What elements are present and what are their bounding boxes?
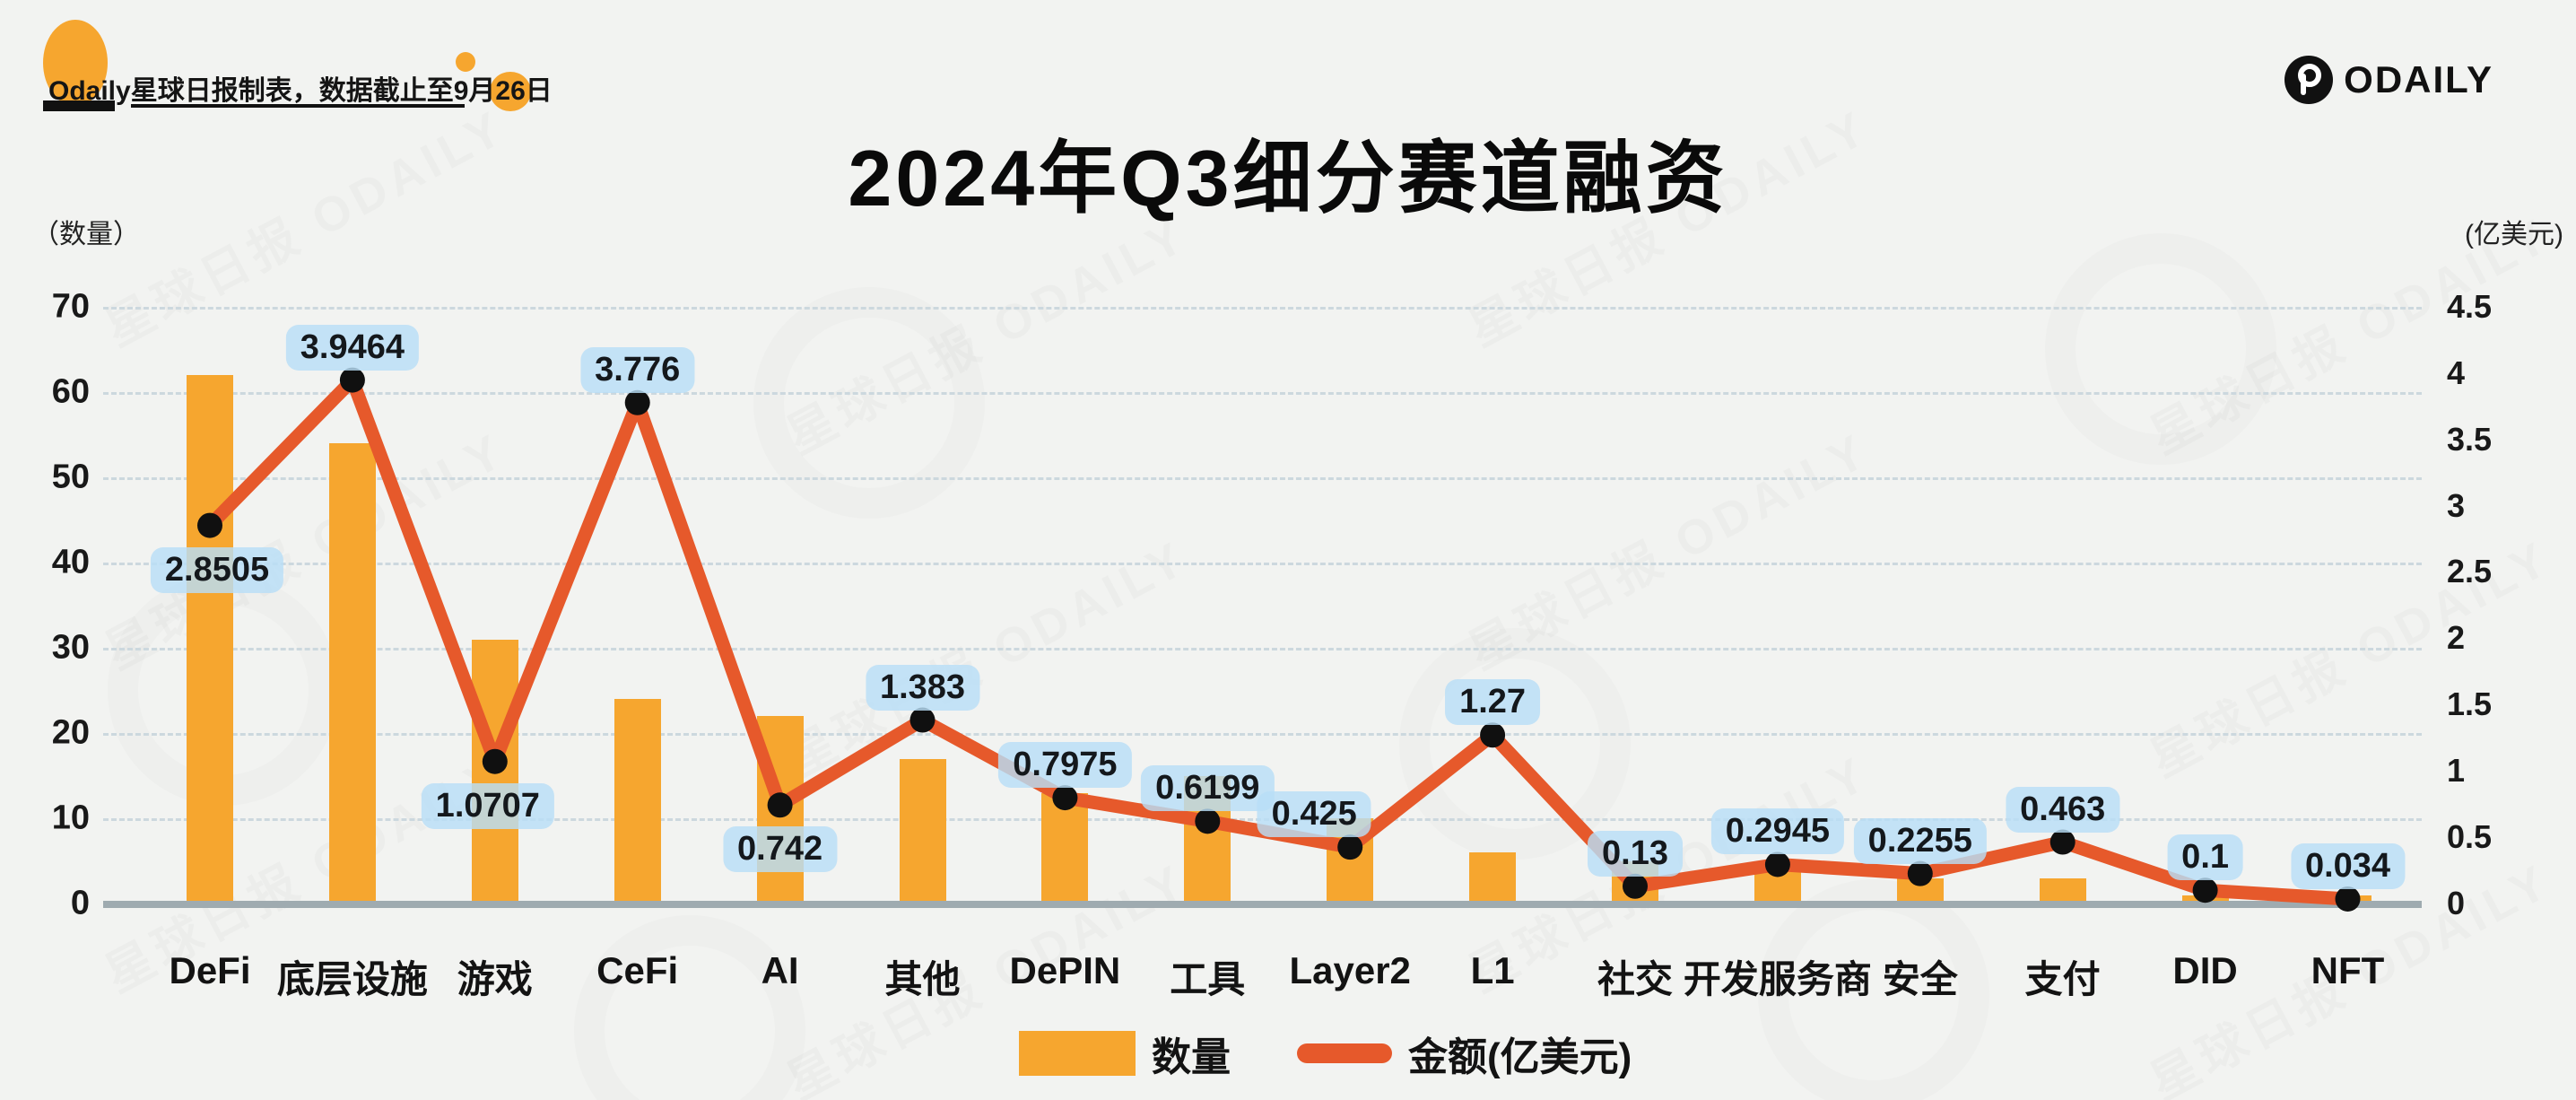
- value-label-支付: 0.463: [2006, 786, 2120, 833]
- bar-底层设施: [328, 443, 376, 904]
- header-thick-underline: [43, 100, 115, 111]
- category-label-工具: 工具: [1170, 958, 1246, 1000]
- bar-游戏: [471, 639, 518, 904]
- category-label-NFT: NFT: [2311, 949, 2385, 991]
- odaily-logo-icon: [2284, 56, 2334, 104]
- bar-安全: [1896, 877, 1944, 904]
- x-axis-line: [103, 901, 2422, 908]
- left-axis-tick: 20: [51, 713, 90, 752]
- value-label-开发服务商: 0.2945: [1710, 808, 1845, 855]
- category-label-支付: 支付: [2024, 958, 2101, 1000]
- value-label-社交: 0.13: [1588, 830, 1683, 877]
- legend-bar-label: 数量: [1152, 1035, 1231, 1079]
- category-label-DePIN: DePIN: [1009, 949, 1121, 991]
- category-label-其他: 其他: [884, 958, 961, 1000]
- right-axis-tick: 3: [2447, 486, 2466, 524]
- right-axis-tick: 0: [2447, 885, 2466, 921]
- header-thin-underline: [131, 104, 465, 108]
- value-label-游戏: 1.0707: [421, 782, 554, 829]
- left-axis-tick: 40: [51, 543, 90, 581]
- header-highlight-ellipse: [43, 20, 108, 106]
- legend-bar-swatch: [1019, 1031, 1136, 1076]
- right-axis-unit-label: (亿美元): [2465, 220, 2563, 249]
- odaily-logo: ODAILY: [2284, 56, 2493, 104]
- date-highlight: 26: [490, 72, 532, 111]
- value-label-工具: 0.6199: [1141, 765, 1275, 812]
- value-label-NFT: 0.034: [2290, 842, 2406, 889]
- category-label-社交: 社交: [1597, 958, 1674, 1000]
- bar-DeFi: [187, 375, 233, 904]
- category-label-开发服务商: 开发服务商: [1683, 958, 1872, 1000]
- grid-line: [103, 392, 2422, 395]
- right-axis-tick: 4.5: [2447, 287, 2493, 325]
- category-label-游戏: 游戏: [457, 958, 533, 1000]
- category-label-AI: AI: [761, 949, 799, 991]
- grid-line: [103, 477, 2422, 480]
- left-axis-tick: 30: [51, 628, 90, 667]
- value-label-AI: 0.742: [723, 826, 838, 873]
- left-axis-tick: 10: [51, 799, 90, 837]
- category-label-DeFi: DeFi: [169, 949, 251, 991]
- value-label-DID: 0.1: [2167, 834, 2244, 881]
- grid-line: [103, 563, 2422, 565]
- left-axis-tick: 50: [51, 458, 90, 496]
- category-label-底层设施: 底层设施: [276, 958, 428, 1000]
- source-note-text: Odaily星球日报制表，数据截止至9月: [48, 76, 496, 106]
- left-axis-unit-label: （数量）: [32, 220, 140, 249]
- legend-line-swatch: [1297, 1043, 1392, 1063]
- right-axis-tick: 1: [2447, 752, 2466, 790]
- grid-line: [103, 733, 2422, 736]
- source-note: Odaily星球日报制表，数据截止至9月 26日: [48, 68, 553, 111]
- category-label-安全: 安全: [1882, 958, 1958, 1000]
- right-axis-tick: 2: [2447, 619, 2466, 657]
- bar-开发服务商: [1754, 869, 1801, 904]
- bar-AI: [756, 716, 804, 904]
- data-point-其他: [909, 707, 936, 733]
- source-note-suffix: 日: [525, 76, 553, 106]
- value-label-底层设施: 3.9464: [285, 324, 420, 371]
- data-point-底层设施: [339, 367, 365, 393]
- category-label-Layer2: Layer2: [1289, 949, 1411, 991]
- grid-line: [103, 648, 2422, 650]
- value-label-DePIN: 0.7975: [998, 742, 1132, 789]
- value-label-其他: 1.383: [865, 664, 980, 711]
- left-axis-tick: 60: [51, 372, 90, 411]
- right-axis-tick: 0.5: [2447, 818, 2493, 856]
- chart-legend: 数量 金额(亿美元): [1019, 1025, 1632, 1082]
- right-axis-tick: 3.5: [2447, 420, 2493, 458]
- page-title: 2024年Q3细分赛道融资: [848, 134, 1728, 223]
- right-axis-tick: 4: [2447, 354, 2466, 391]
- category-label-DID: DID: [2172, 949, 2238, 991]
- category-label-CeFi: CeFi: [596, 949, 679, 991]
- odaily-logo-text: ODAILY: [2344, 58, 2493, 100]
- value-label-Layer2: 0.425: [1257, 791, 1371, 838]
- left-axis-tick: 70: [51, 287, 90, 326]
- bar-CeFi: [614, 699, 661, 904]
- grid-line: [103, 307, 2422, 310]
- value-label-CeFi: 3.776: [580, 346, 695, 393]
- bar-支付: [2039, 877, 2086, 904]
- value-label-DeFi: 2.8505: [150, 546, 284, 593]
- data-point-支付: [2049, 829, 2076, 855]
- left-axis-tick: 0: [70, 884, 90, 922]
- bar-DePIN: [1041, 792, 1089, 904]
- category-label-L1: L1: [1470, 949, 1515, 991]
- value-label-L1: 1.27: [1445, 679, 1541, 726]
- right-axis-tick: 1.5: [2447, 685, 2493, 723]
- value-label-安全: 0.2255: [1853, 817, 1987, 864]
- date-highlight-text: 26: [495, 76, 526, 106]
- legend-line-label: 金额(亿美元): [1408, 1035, 1632, 1079]
- header-orange-dot: [456, 52, 475, 72]
- right-axis-tick: 2.5: [2447, 553, 2493, 590]
- bar-其他: [899, 758, 946, 904]
- bar-L1: [1469, 852, 1517, 904]
